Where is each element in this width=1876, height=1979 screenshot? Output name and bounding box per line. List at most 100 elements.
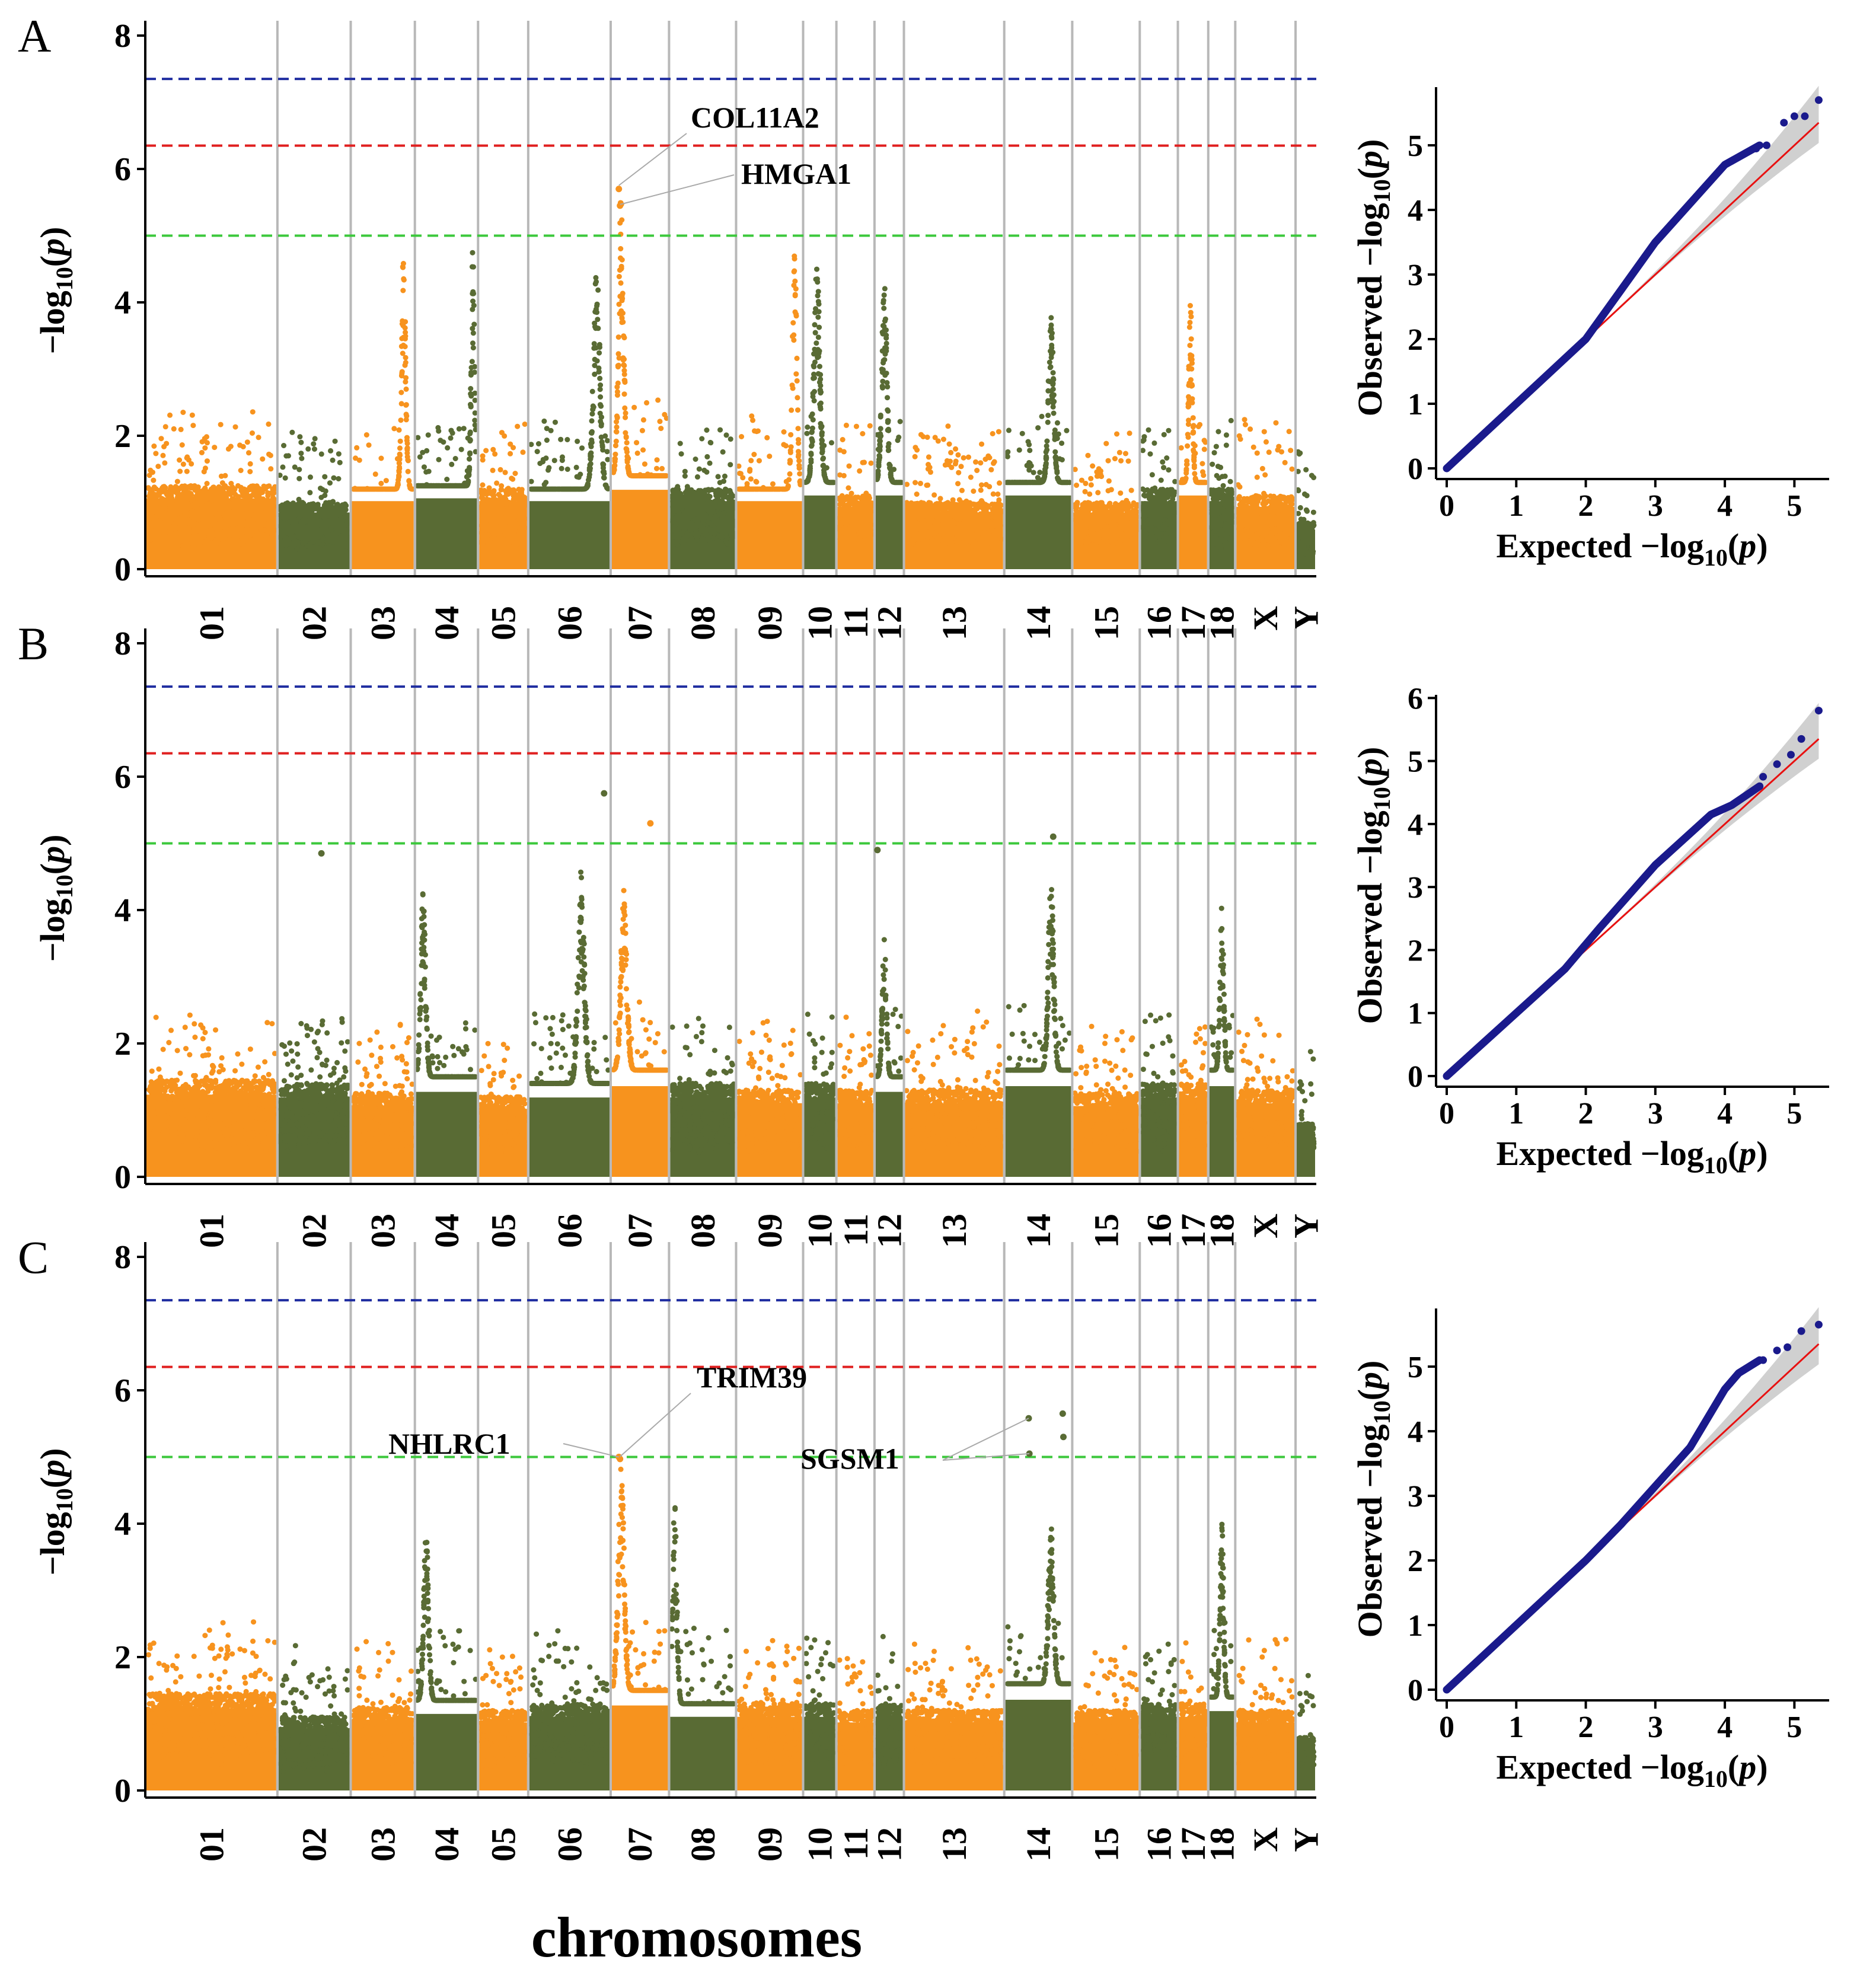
chromosome-band-14 (1005, 1086, 1071, 1177)
chromosome-label: 14 (1019, 606, 1058, 640)
panel-letter: A (18, 10, 51, 62)
snp-points-16 (1140, 1012, 1178, 1154)
chromosome-label: 14 (1019, 1827, 1058, 1862)
qq-x-tick-label: 1 (1508, 489, 1524, 523)
chromosome-label: 05 (484, 1827, 523, 1862)
y-tick-label: 8 (114, 18, 131, 55)
x-axis-title: chromosomes (531, 1905, 862, 1969)
qq-x-tick-label: 0 (1439, 1710, 1454, 1744)
panel-letter: C (18, 1231, 49, 1283)
qq-y-tick-label: 5 (1408, 1351, 1423, 1384)
snp-points-10 (803, 1635, 837, 1769)
snp-points-15 (1072, 1023, 1140, 1156)
qq-y-tick-label: 0 (1408, 1674, 1423, 1707)
chromosome-band-09 (737, 501, 802, 569)
qq-x-tick-label: 0 (1439, 489, 1454, 523)
chromosome-band-14 (1005, 1700, 1071, 1790)
chromosome-label: 18 (1203, 1827, 1242, 1862)
qq-x-tick-label: 4 (1717, 489, 1733, 523)
qq-point (1814, 1320, 1823, 1329)
gene-label-col11a2: COL11A2 (691, 101, 819, 134)
snp-points-14 (1004, 1526, 1073, 1687)
qq-y-tick-label: 4 (1408, 194, 1423, 228)
y-tick-label: 4 (114, 285, 131, 321)
chromosome-label: 11 (837, 606, 875, 639)
qq-x-tick-label: 5 (1786, 489, 1802, 523)
qq-y-tick-label: 6 (1408, 682, 1423, 716)
snp-points-02 (277, 1016, 351, 1154)
snp-points-15 (1072, 1645, 1140, 1772)
qq-y-tick-label: 2 (1408, 323, 1423, 357)
qq-plot-C: 0 1 2 3 4 5 0 1 2 3 4 5 Observed −log10(p) Expected −… (1351, 1307, 1829, 1792)
chromosome-label: 08 (684, 1214, 722, 1248)
snp-points-X (1234, 1636, 1296, 1768)
chromosome-label: 15 (1087, 1214, 1125, 1248)
qq-x-tick-label: 4 (1717, 1710, 1733, 1744)
snp-points-13 (904, 1008, 1004, 1156)
chromosome-label: 12 (870, 1214, 909, 1248)
qq-y-tick-label: 1 (1408, 1609, 1423, 1643)
gene-label-sgsm1: SGSM1 (800, 1442, 899, 1475)
snp-points-09 (736, 1019, 803, 1155)
qq-x-tick-label: 0 (1439, 1097, 1454, 1131)
qq-y-tick-label: 5 (1408, 745, 1423, 779)
top-snp-point (1060, 1434, 1067, 1441)
snp-points-08 (669, 427, 736, 548)
snp-points-10 (803, 266, 837, 486)
snp-points-15 (1072, 430, 1140, 553)
qq-x-tick-label: 2 (1578, 489, 1594, 523)
chromosome-label: Y (1287, 606, 1326, 631)
chromosome-label: 07 (621, 1827, 659, 1862)
chromosome-band-07 (612, 1086, 668, 1177)
chromosome-label: 07 (621, 1214, 659, 1248)
chromosome-label: 10 (801, 1827, 840, 1862)
annotation-leader (563, 1443, 619, 1458)
chromosome-label: 06 (550, 606, 589, 640)
qq-y-tick-label: 0 (1408, 452, 1423, 486)
snp-points-03 (350, 1639, 415, 1766)
snp-points-05 (477, 422, 529, 550)
qq-x-tick-label: 3 (1648, 489, 1663, 523)
top-snp-point (601, 790, 608, 797)
chromosome-band-04 (416, 1713, 477, 1790)
gene-label-hmga1: HMGA1 (741, 157, 851, 190)
observed-curve (1443, 141, 1764, 473)
snp-points-05 (478, 1040, 528, 1157)
chromosome-label: 03 (364, 1214, 403, 1248)
chromosome-band-06 (529, 501, 610, 569)
snp-points-14 (1004, 887, 1073, 1073)
chromosome-band-04 (416, 498, 477, 569)
snp-points-03 (350, 261, 416, 492)
qq-point (1780, 119, 1788, 127)
snp-points-09 (736, 1638, 803, 1767)
qq-point (1762, 141, 1770, 149)
chromosome-label: 12 (870, 1827, 909, 1862)
snp-points-17 (1178, 1024, 1208, 1150)
y-tick-label: 8 (114, 1239, 131, 1276)
annotation-leader (618, 133, 687, 186)
chromosome-band-12 (875, 1091, 903, 1177)
qq-point (1773, 1346, 1781, 1355)
chromosome-label: 05 (484, 1214, 523, 1248)
chromosome-label: X (1246, 1827, 1285, 1852)
chromosome-label: 01 (192, 606, 231, 640)
qq-y-tick-label: 1 (1408, 997, 1423, 1031)
chromosome-label: 09 (751, 1827, 789, 1862)
snp-points-11 (836, 422, 875, 548)
chromosome-label: 10 (801, 1214, 840, 1248)
qq-y-title: Observed −log10(p) (1351, 139, 1395, 417)
qq-point (1759, 773, 1767, 781)
annotation-leader (942, 1418, 1029, 1461)
snp-points-01 (145, 1619, 278, 1767)
snp-points-16 (1140, 1641, 1179, 1761)
snp-points-04 (414, 1540, 478, 1703)
annotation-leader (620, 174, 735, 205)
qq-x-tick-label: 5 (1786, 1710, 1802, 1744)
chromosome-label: 02 (295, 606, 334, 640)
qq-x-tick-label: 2 (1578, 1710, 1594, 1744)
chromosome-label: 08 (684, 1827, 722, 1862)
snp-points-11 (836, 1656, 875, 1770)
chromosome-label: 04 (427, 1827, 466, 1862)
